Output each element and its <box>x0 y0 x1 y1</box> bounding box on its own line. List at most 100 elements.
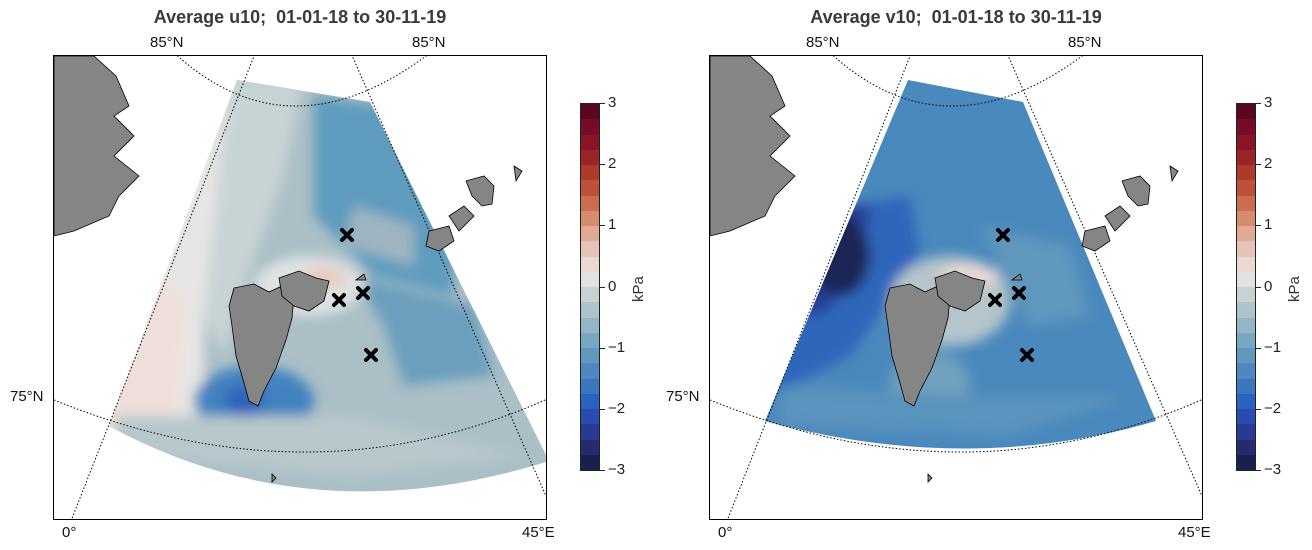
colorbar-level <box>581 241 599 257</box>
colorbar-level <box>1237 409 1255 425</box>
landmasses <box>710 56 1179 483</box>
panel-title: Average u10; 01-01-18 to 30-11-19 <box>153 7 447 27</box>
colorbar <box>580 103 600 471</box>
colorbar-level <box>581 393 599 409</box>
colorbar-tick-mark <box>1256 225 1261 227</box>
colorbar-level <box>581 439 599 455</box>
colorbar-level <box>1237 439 1255 455</box>
colorbar-level <box>581 210 599 226</box>
station-marker <box>988 293 1002 307</box>
colorbar-tick-mark <box>600 470 605 471</box>
colorbar-unit-label: kPa <box>630 276 647 302</box>
colorbar-level <box>1237 210 1255 226</box>
colorbar-level <box>1237 271 1255 287</box>
lon-label-45: 45°E <box>522 524 555 541</box>
colorbar-level <box>581 378 599 394</box>
colorbar-level <box>1237 226 1255 242</box>
colorbar-level <box>581 104 599 120</box>
colorbar-level <box>581 180 599 196</box>
colorbar-tick-label: −3 <box>608 461 626 478</box>
colorbar-level <box>581 454 599 470</box>
colorbar-level <box>1237 195 1255 211</box>
colorbar-level <box>581 256 599 272</box>
colorbar-level <box>581 195 599 211</box>
colorbar-level <box>1237 348 1255 364</box>
colorbar-tick-mark <box>1256 347 1261 349</box>
colorbar-level <box>581 317 599 333</box>
map-u10 <box>53 55 547 520</box>
colorbar-level <box>581 119 599 135</box>
landmasses <box>54 56 523 483</box>
colorbar-tick-mark <box>1256 408 1261 410</box>
colorbar-tick-label: 2 <box>1264 155 1273 173</box>
colorbar-tick-mark <box>600 164 605 166</box>
colorbar-tick-label: −2 <box>1264 399 1282 417</box>
colorbar-level <box>1237 149 1255 165</box>
graticule <box>54 56 546 519</box>
station-marker <box>996 228 1010 242</box>
colorbar-level <box>1237 256 1255 272</box>
colorbar-level <box>581 332 599 348</box>
lat-label-85-left: 85°N <box>806 34 840 51</box>
colorbar-level <box>581 226 599 242</box>
colorbar-tick-label: −1 <box>1264 338 1282 356</box>
lon-label-0: 0° <box>718 524 733 541</box>
colorbar-tick-label: −3 <box>1264 461 1282 478</box>
colorbar-level <box>581 165 599 181</box>
map-v10 <box>709 55 1203 520</box>
colorbar-level <box>1237 104 1255 120</box>
colorbar-level <box>581 363 599 379</box>
station-marker <box>1020 348 1034 362</box>
colorbar-level <box>1237 332 1255 348</box>
colorbar <box>1236 103 1256 471</box>
colorbar-unit-label: kPa <box>1286 276 1303 302</box>
colorbar-tick-label: 2 <box>608 155 617 173</box>
station-markers <box>332 228 378 362</box>
colorbar-tick-mark <box>600 225 605 227</box>
colorbar-level <box>1237 454 1255 470</box>
colorbar-tick-mark <box>1256 286 1261 288</box>
colorbar-level <box>581 287 599 303</box>
colorbar-level <box>1237 287 1255 303</box>
colorbar-level <box>1237 378 1255 394</box>
colorbar-tick-label: 1 <box>608 216 617 234</box>
colorbar-level <box>1237 363 1255 379</box>
station-marker <box>332 293 346 307</box>
colorbar-level <box>1237 302 1255 318</box>
colorbar-level <box>1237 241 1255 257</box>
lat-label-85-right: 85°N <box>412 34 446 51</box>
colorbar-tick-label: 0 <box>608 277 617 295</box>
map-svg <box>54 56 546 519</box>
colorbar-tick-label: 3 <box>608 94 617 111</box>
colorbar-level <box>1237 119 1255 135</box>
lat-label-75: 75°N <box>666 388 700 405</box>
graticule <box>710 56 1202 519</box>
colorbar-tick-label: 0 <box>1264 277 1273 295</box>
panel-title: Average v10; 01-01-18 to 30-11-19 <box>810 7 1102 27</box>
lon-label-0: 0° <box>62 524 77 541</box>
colorbar-tick-label: −2 <box>608 399 626 417</box>
colorbar-level <box>1237 424 1255 440</box>
colorbar-level <box>1237 393 1255 409</box>
station-marker <box>356 286 370 300</box>
colorbar-level <box>581 348 599 364</box>
panel-u10: Average u10; 01-01-18 to 30-11-19 85°N 8… <box>10 7 647 541</box>
colorbar-level <box>1237 180 1255 196</box>
colorbar-tick-label: −1 <box>608 338 626 356</box>
colorbar-level <box>581 302 599 318</box>
colorbar-level <box>581 271 599 287</box>
colorbar-level <box>1237 165 1255 181</box>
lat-label-75: 75°N <box>10 388 44 405</box>
colorbar-level <box>581 409 599 425</box>
lon-label-45: 45°E <box>1178 524 1211 541</box>
colorbar-tick-mark <box>1256 164 1261 166</box>
colorbar-tick-mark <box>600 408 605 410</box>
colorbar-tick-mark <box>1256 103 1261 104</box>
colorbar-level <box>1237 134 1255 150</box>
station-marker <box>1012 286 1026 300</box>
station-marker <box>364 348 378 362</box>
lat-label-85-right: 85°N <box>1068 34 1102 51</box>
lat-label-85-left: 85°N <box>150 34 184 51</box>
map-svg <box>710 56 1202 519</box>
colorbar-level <box>581 149 599 165</box>
